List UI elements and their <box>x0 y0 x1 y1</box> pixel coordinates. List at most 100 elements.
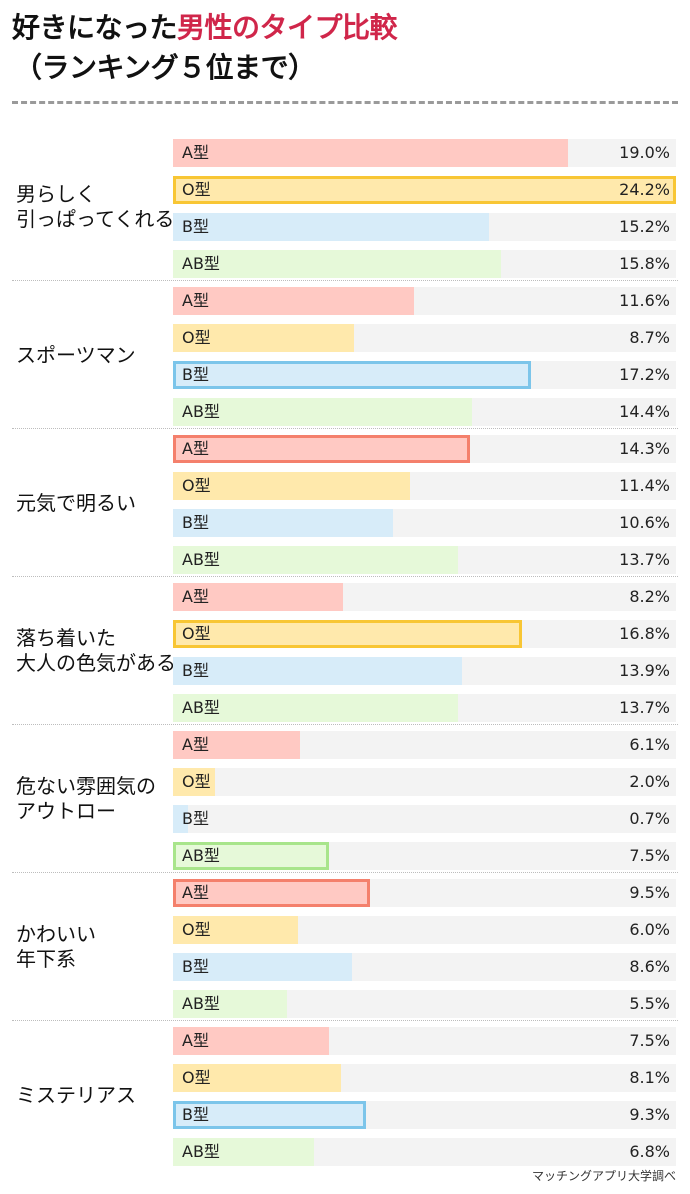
bar-row-a: A型 8.2% <box>173 583 676 611</box>
category-label: 落ち着いた 大人の色気がある <box>16 626 176 676</box>
category-label: ミステリアス <box>16 1083 176 1108</box>
percent-value: 11.4% <box>619 476 670 495</box>
category-label-line: 危ない雰囲気の <box>16 774 156 798</box>
blood-type-label: O型 <box>182 624 211 643</box>
category-section: 元気で明るい A型 14.3% O型 11.4% B型 10.6% AB型 13.7% <box>0 426 690 577</box>
bar-row-a: A型 9.5% <box>173 879 676 907</box>
bar-row-b: B型 17.2% <box>173 361 676 389</box>
bar <box>173 324 354 352</box>
category-label-line: スポーツマン <box>16 342 136 367</box>
bar <box>173 657 462 685</box>
blood-type-label: O型 <box>182 180 211 199</box>
category-label: スポーツマン <box>16 343 176 368</box>
bar-row-b: B型 0.7% <box>173 805 676 833</box>
blood-type-label: O型 <box>182 328 211 347</box>
blood-type-label: A型 <box>182 587 209 606</box>
section-divider <box>12 280 678 281</box>
bar-row-ab: AB型 13.7% <box>173 694 676 722</box>
category-label-line: ミステリアス <box>16 1082 136 1107</box>
blood-type-label: A型 <box>182 291 209 310</box>
bar <box>173 731 300 759</box>
percent-value: 19.0% <box>619 143 670 162</box>
bar-row-a: A型 19.0% <box>173 139 676 167</box>
blood-type-label: B型 <box>182 1105 209 1124</box>
blood-type-label: A型 <box>182 883 209 902</box>
bar <box>173 953 352 981</box>
blood-type-label: O型 <box>182 1068 211 1087</box>
bar-row-a: A型 6.1% <box>173 731 676 759</box>
bar-row-b: B型 9.3% <box>173 1101 676 1129</box>
bar <box>173 1138 315 1166</box>
percent-value: 17.2% <box>619 365 670 384</box>
bar <box>173 139 568 167</box>
bar <box>173 1064 342 1092</box>
blood-type-label: B型 <box>182 809 209 828</box>
blood-type-label: A型 <box>182 1031 209 1050</box>
bar <box>173 805 188 833</box>
percent-value: 7.5% <box>629 846 670 865</box>
highlighted-bar <box>173 620 523 648</box>
blood-type-label: B型 <box>182 513 209 532</box>
percent-value: 7.5% <box>629 1031 670 1050</box>
percent-value: 15.2% <box>619 217 670 236</box>
bar <box>173 694 458 722</box>
bar-row-b: B型 8.6% <box>173 953 676 981</box>
blood-type-label: B型 <box>182 661 209 680</box>
percent-value: 2.0% <box>629 772 670 791</box>
blood-type-label: AB型 <box>182 994 220 1013</box>
percent-value: 8.1% <box>629 1068 670 1087</box>
category-label-line: 大人の色気がある <box>16 651 176 675</box>
bar <box>173 546 458 574</box>
bar <box>173 398 473 426</box>
blood-type-label: AB型 <box>182 846 220 865</box>
bar-row-a: A型 11.6% <box>173 287 676 315</box>
bar-row-ab: AB型 7.5% <box>173 842 676 870</box>
section-divider <box>12 724 678 725</box>
blood-type-label: AB型 <box>182 254 220 273</box>
bar-row-ab: AB型 13.7% <box>173 546 676 574</box>
percent-value: 15.8% <box>619 254 670 273</box>
chart-subtitle: （ランキング５位まで） <box>14 51 316 84</box>
category-section: 男らしく 引っぱってくれる A型 19.0% O型 24.2% B型 15.2% AB型 15.8… <box>0 130 690 281</box>
category-label: 元気で明るい <box>16 491 176 516</box>
bar <box>173 509 394 537</box>
percent-value: 24.2% <box>619 180 670 199</box>
percent-value: 13.7% <box>619 550 670 569</box>
percent-value: 9.5% <box>629 883 670 902</box>
section-divider <box>12 872 678 873</box>
blood-type-label: AB型 <box>182 550 220 569</box>
highlighted-bar <box>173 1101 367 1129</box>
bar-row-ab: AB型 5.5% <box>173 990 676 1018</box>
bar-row-o: O型 11.4% <box>173 472 676 500</box>
bar <box>173 287 415 315</box>
title-accent: 男性のタイプ比較 <box>177 11 398 44</box>
blood-type-label: A型 <box>182 735 209 754</box>
bar-row-ab: AB型 15.8% <box>173 250 676 278</box>
bar-row-b: B型 13.9% <box>173 657 676 685</box>
bar <box>173 213 489 241</box>
category-label: かわいい 年下系 <box>16 922 176 972</box>
source-note: マッチングアプリ大学調べ <box>531 1169 676 1183</box>
bar-row-o: O型 6.0% <box>173 916 676 944</box>
category-section: ミステリアス A型 7.5% O型 8.1% B型 9.3% AB型 6.8% <box>0 1018 690 1166</box>
blood-type-label: O型 <box>182 476 211 495</box>
highlighted-bar <box>173 842 329 870</box>
percent-value: 6.0% <box>629 920 670 939</box>
percent-value: 16.8% <box>619 624 670 643</box>
bar-row-b: B型 15.2% <box>173 213 676 241</box>
bar-row-ab: AB型 6.8% <box>173 1138 676 1166</box>
section-divider <box>12 428 678 429</box>
blood-type-label: AB型 <box>182 1142 220 1161</box>
bar <box>173 583 344 611</box>
bar-row-o: O型 8.7% <box>173 324 676 352</box>
chart-title: 好きになった男性のタイプ比較 <box>12 8 398 48</box>
percent-value: 0.7% <box>629 809 670 828</box>
blood-type-label: O型 <box>182 920 211 939</box>
percent-value: 13.7% <box>619 698 670 717</box>
blood-type-label: A型 <box>182 439 209 458</box>
bar <box>173 472 410 500</box>
category-label-line: 引っぱってくれる <box>16 207 175 231</box>
bar <box>173 768 215 796</box>
blood-type-label: AB型 <box>182 402 220 421</box>
percent-value: 8.7% <box>629 328 670 347</box>
